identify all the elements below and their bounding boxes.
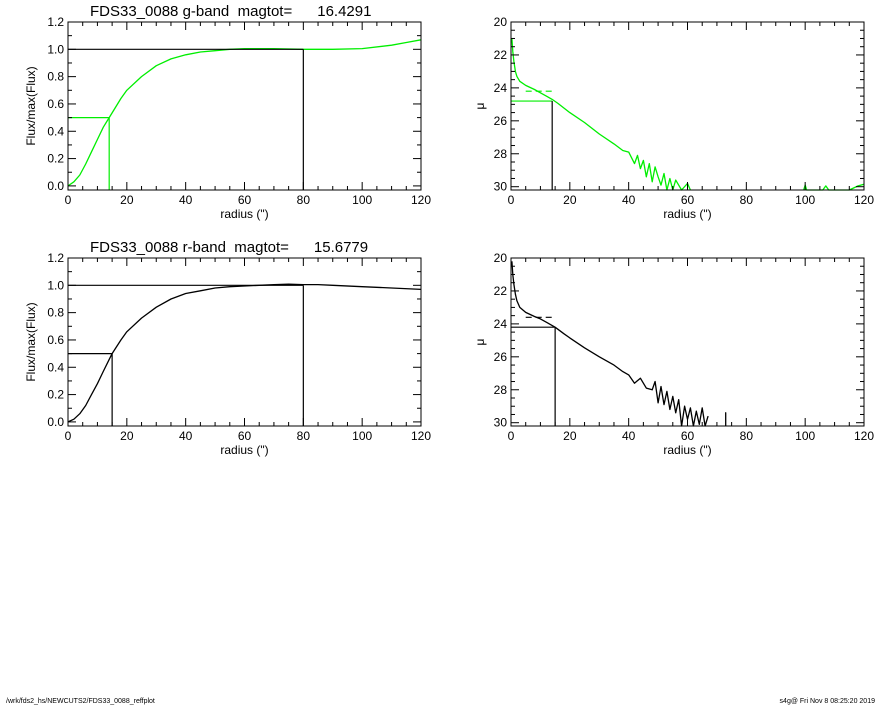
y-tick-label: 0.8 <box>47 70 64 84</box>
y-tick-label: 30 <box>494 180 508 194</box>
y-tick-label: 20 <box>494 251 508 265</box>
footer-stamp: s4g@ Fri Nov 8 08:25:20 2019 <box>779 698 875 705</box>
x-tick-label: 40 <box>622 193 636 207</box>
x-tick-label: 40 <box>622 429 636 443</box>
y-tick-label: 24 <box>494 81 508 95</box>
chart-panel-1: 0 20 40 60 80 100 120 0.0 0.2 0.4 0.6 0.8 1.0 1.2 radi… <box>24 3 431 221</box>
series-line-1 <box>511 261 709 427</box>
series-line-2 <box>803 183 865 191</box>
y-tick-label: 22 <box>494 284 508 298</box>
y-tick-label: 0.6 <box>47 97 64 111</box>
y-tick-label: 0.0 <box>47 415 64 429</box>
y-tick-label: 28 <box>494 147 508 161</box>
x-tick-label: 20 <box>120 429 134 443</box>
x-tick-label: 80 <box>740 429 754 443</box>
x-axis-label: radius (") <box>220 443 268 457</box>
x-tick-label: 120 <box>411 429 431 443</box>
y-tick-label: 0.8 <box>47 306 64 320</box>
x-tick-label: 0 <box>508 429 515 443</box>
x-tick-label: 60 <box>681 429 695 443</box>
chart-panel-3: 0 20 40 60 80 100 120 0.0 0.2 0.4 0.6 0.8 1.0 1.2 radi… <box>24 239 431 457</box>
x-tick-label: 120 <box>854 193 874 207</box>
y-tick-label: 22 <box>494 48 508 62</box>
y-tick-label: 1.0 <box>47 278 64 292</box>
x-tick-label: 100 <box>352 429 372 443</box>
axes-frame <box>510 21 865 191</box>
series-line-1 <box>67 283 422 423</box>
x-tick-label: 80 <box>297 193 311 207</box>
y-tick-label: 26 <box>494 114 508 128</box>
series-line-1 <box>511 38 691 191</box>
x-axis-label: radius (") <box>663 443 711 457</box>
chart-panel-4: 0 20 40 60 80 100 120 20 22 24 26 28 30 radius (") μ <box>473 251 874 457</box>
x-tick-label: 40 <box>179 429 193 443</box>
x-tick-label: 0 <box>508 193 515 207</box>
x-tick-label: 40 <box>179 193 193 207</box>
x-tick-label: 100 <box>795 429 815 443</box>
x-tick-label: 120 <box>854 429 874 443</box>
x-tick-label: 0 <box>65 193 72 207</box>
y-tick-label: 1.2 <box>47 15 64 29</box>
y-tick-label: 30 <box>494 416 508 430</box>
x-tick-label: 0 <box>65 429 72 443</box>
series-line-1 <box>67 39 422 187</box>
y-axis-label: Flux/max(Flux) <box>24 66 38 145</box>
x-tick-label: 60 <box>238 193 252 207</box>
axes-frame <box>67 21 422 191</box>
y-tick-label: 0.0 <box>47 179 64 193</box>
axes-frame <box>510 257 865 427</box>
y-axis-label: μ <box>473 102 487 109</box>
x-tick-label: 60 <box>238 429 252 443</box>
axes-frame <box>67 257 422 427</box>
x-tick-label: 100 <box>795 193 815 207</box>
x-tick-label: 80 <box>297 429 311 443</box>
y-tick-label: 24 <box>494 317 508 331</box>
x-tick-label: 80 <box>740 193 754 207</box>
x-tick-label: 100 <box>352 193 372 207</box>
y-tick-label: 0.4 <box>47 360 64 374</box>
y-tick-label: 20 <box>494 15 508 29</box>
x-tick-label: 20 <box>120 193 134 207</box>
y-tick-label: 1.2 <box>47 251 64 265</box>
y-tick-label: 0.2 <box>47 152 64 166</box>
y-tick-label: 0.6 <box>47 333 64 347</box>
y-axis-label: Flux/max(Flux) <box>24 302 38 381</box>
y-axis-label: μ <box>473 338 487 345</box>
x-tick-label: 20 <box>563 429 577 443</box>
x-axis-label: radius (") <box>663 207 711 221</box>
y-tick-label: 1.0 <box>47 42 64 56</box>
y-tick-label: 0.2 <box>47 388 64 402</box>
chart-title: FDS33_0088 r-band magtot= 15.6779 <box>90 239 368 256</box>
x-tick-label: 120 <box>411 193 431 207</box>
y-tick-label: 0.4 <box>47 124 64 138</box>
x-tick-label: 60 <box>681 193 695 207</box>
x-tick-label: 20 <box>563 193 577 207</box>
footer-path: /wrk/fds2_hs/NEWCUTS2/FDS33_0088_reffplo… <box>6 698 155 705</box>
chart-title: FDS33_0088 g-band magtot= 16.4291 <box>90 3 371 20</box>
x-axis-label: radius (") <box>220 207 268 221</box>
y-tick-label: 26 <box>494 350 508 364</box>
y-tick-label: 28 <box>494 383 508 397</box>
chart-panel-2: 0 20 40 60 80 100 120 20 22 24 26 28 30 radius (") μ <box>473 15 874 221</box>
